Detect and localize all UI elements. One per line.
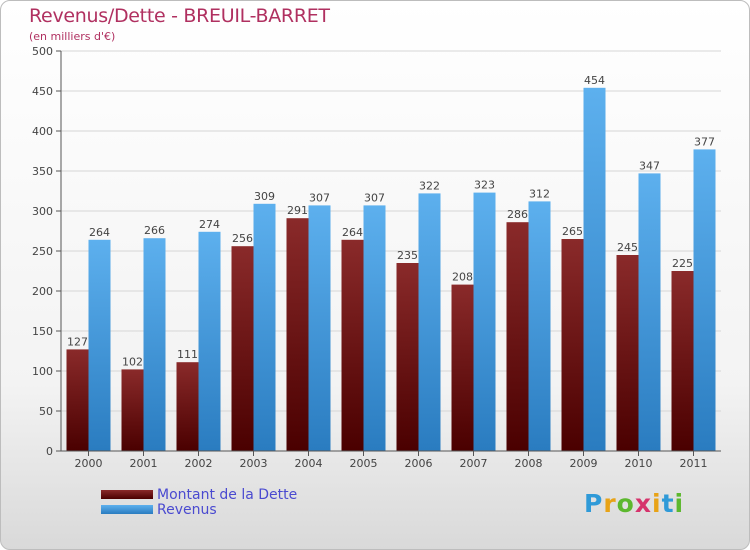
bar-revenus [253, 203, 276, 451]
logo-letter: t [661, 489, 675, 518]
y-tick-label: 100 [32, 365, 53, 378]
bar-revenus [418, 193, 441, 451]
data-label-dette: 225 [672, 257, 693, 270]
y-tick-label: 450 [32, 85, 53, 98]
chart-title: Revenus/Dette - BREUIL-BARRET [29, 5, 330, 27]
bar-revenus [528, 201, 551, 451]
data-label-dette: 265 [562, 225, 583, 238]
x-tick-label: 2009 [570, 457, 598, 470]
y-tick-label: 150 [32, 325, 53, 338]
legend-item-dette: Montant de la Dette [101, 486, 298, 503]
logo-letter: x [634, 489, 652, 518]
bar-dette [616, 255, 639, 451]
data-label-revenus: 307 [309, 191, 330, 204]
data-label-dette: 286 [507, 208, 528, 221]
data-label-dette: 264 [342, 226, 363, 239]
bar-dette [396, 263, 419, 451]
y-tick-label: 400 [32, 125, 53, 138]
data-label-dette: 127 [67, 335, 88, 348]
bar-revenus [308, 205, 331, 451]
bar-dette [286, 218, 309, 451]
x-tick-label: 2002 [185, 457, 213, 470]
bar-dette [341, 239, 364, 451]
data-label-revenus: 323 [474, 179, 495, 192]
bar-dette [671, 271, 694, 451]
y-tick-label: 350 [32, 165, 53, 178]
data-label-revenus: 264 [89, 226, 110, 239]
chart-legend: Montant de la Dette Revenus [101, 486, 298, 518]
data-label-revenus: 312 [529, 187, 550, 200]
data-label-revenus: 454 [584, 74, 605, 87]
bar-revenus [88, 239, 111, 451]
y-tick-label: 300 [32, 205, 53, 218]
data-label-revenus: 307 [364, 191, 385, 204]
data-label-revenus: 309 [254, 190, 275, 203]
chart-subtitle: (en milliers d'€) [29, 30, 116, 43]
bar-dette [121, 369, 144, 451]
logo-letter: o [616, 489, 635, 518]
y-tick-label: 250 [32, 245, 53, 258]
logo-letter: i [674, 489, 685, 518]
data-label-revenus: 274 [199, 218, 220, 231]
x-tick-label: 2005 [350, 457, 378, 470]
x-tick-label: 2000 [75, 457, 103, 470]
data-label-dette: 102 [122, 355, 143, 368]
bar-revenus [143, 238, 166, 451]
legend-label-revenus: Revenus [157, 501, 217, 518]
x-tick-label: 2008 [515, 457, 543, 470]
y-tick-label: 50 [39, 405, 53, 418]
y-tick-label: 200 [32, 285, 53, 298]
data-label-dette: 245 [617, 241, 638, 254]
data-label-revenus: 266 [144, 224, 165, 237]
x-tick-label: 2004 [295, 457, 323, 470]
x-tick-label: 2007 [460, 457, 488, 470]
data-label-revenus: 377 [694, 135, 715, 148]
y-tick-label: 0 [46, 445, 53, 458]
bar-dette [451, 284, 474, 451]
bar-revenus [583, 87, 606, 452]
data-label-revenus: 322 [419, 179, 440, 192]
logo-letter: P [584, 489, 604, 518]
x-tick-label: 2001 [130, 457, 158, 470]
x-tick-label: 2011 [680, 457, 708, 470]
data-label-dette: 291 [287, 204, 308, 217]
bar-dette [66, 349, 89, 451]
proxiti-logo: Proxiti [584, 489, 684, 518]
bar-dette [506, 222, 529, 451]
bar-revenus [473, 192, 496, 451]
y-tick-label: 500 [32, 45, 53, 58]
legend-item-revenus: Revenus [101, 501, 297, 518]
data-label-dette: 235 [397, 249, 418, 262]
legend-label-dette: Montant de la Dette [157, 486, 298, 503]
logo-letter: r [603, 489, 617, 518]
x-tick-label: 2006 [405, 457, 433, 470]
bar-revenus [693, 149, 716, 451]
bar-revenus [198, 231, 221, 451]
bar-dette [176, 362, 199, 451]
bar-revenus [638, 173, 661, 451]
bar-dette [561, 239, 584, 451]
data-label-revenus: 347 [639, 159, 660, 172]
data-label-dette: 256 [232, 232, 253, 245]
data-label-dette: 208 [452, 271, 473, 284]
blue-swatch [101, 505, 153, 514]
data-label-dette: 111 [177, 348, 198, 361]
x-tick-label: 2003 [240, 457, 268, 470]
bar-dette [231, 246, 254, 451]
dark-red-swatch [101, 490, 153, 499]
logo-letter: i [652, 489, 662, 518]
x-tick-label: 2010 [625, 457, 653, 470]
bar-revenus [363, 205, 386, 451]
